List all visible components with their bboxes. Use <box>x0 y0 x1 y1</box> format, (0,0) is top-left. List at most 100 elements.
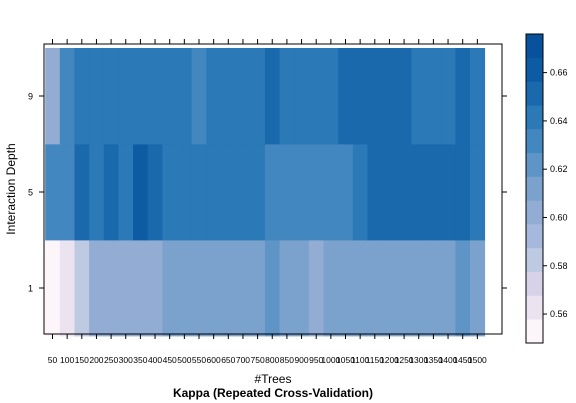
heatmap-cell <box>426 240 442 337</box>
heatmap-cell <box>45 48 61 145</box>
x-tick-label: 550 <box>192 355 206 365</box>
x-tick-label: 1150 <box>366 355 385 365</box>
x-tick-label: 500 <box>177 355 191 365</box>
colorbar-swatch <box>526 200 543 225</box>
heatmap-cell <box>235 48 251 145</box>
heatmap-cell <box>426 48 442 145</box>
colorbar-swatch <box>526 295 543 320</box>
x-tick-label: 850 <box>280 355 294 365</box>
heatmap-cell <box>455 144 471 241</box>
heatmap-cell <box>118 240 134 337</box>
heatmap-cell <box>294 240 310 337</box>
x-tick-label: 200 <box>89 355 103 365</box>
x-tick-label: 650 <box>221 355 235 365</box>
heatmap-cell <box>59 240 75 337</box>
heatmap-cell <box>411 144 427 241</box>
x-tick-label: 750 <box>251 355 265 365</box>
heatmap-cell <box>308 144 324 241</box>
heatmap-cell <box>367 240 383 337</box>
heatmap-cell <box>455 48 471 145</box>
heatmap-cell <box>396 240 412 337</box>
colorbar-tick-label: 0.58 <box>550 261 568 271</box>
heatmap-cell <box>440 144 456 241</box>
heatmap-cell <box>367 144 383 241</box>
x-tick-label: 900 <box>294 355 308 365</box>
heatmap-cell <box>455 240 471 337</box>
heatmap-cell <box>220 48 237 145</box>
x-tick-label: 800 <box>265 355 279 365</box>
heatmap-cell <box>147 48 163 145</box>
plot-panel <box>43 43 503 335</box>
heatmap-cell <box>396 144 412 241</box>
y-tick-label: 1 <box>28 284 33 294</box>
heatmap-cell <box>250 48 266 145</box>
x-tick-label: 1050 <box>336 355 355 365</box>
heatmap-cell <box>352 48 368 145</box>
colorbar-tick-label: 0.56 <box>550 309 568 319</box>
x-tick-label: 950 <box>309 355 323 365</box>
heatmap-cell <box>235 144 251 241</box>
x-tick-label: 1250 <box>395 355 414 365</box>
x-tick-label: 1200 <box>380 355 399 365</box>
heatmap-cell <box>411 48 427 145</box>
heatmap-cell <box>177 48 193 145</box>
x-tick-label: 150 <box>75 355 89 365</box>
x-tick-label: 1300 <box>409 355 428 365</box>
heatmap-cell <box>382 240 398 337</box>
colorbar-swatch <box>526 81 543 106</box>
heatmap-cell <box>162 48 178 145</box>
colorbar-swatch <box>526 224 543 249</box>
heatmap-cell <box>367 48 383 145</box>
heatmap-cell <box>45 240 61 337</box>
x-tick-label: 700 <box>236 355 250 365</box>
heatmap-cell <box>103 240 119 337</box>
heatmap-cell <box>279 240 295 337</box>
heatmap-cell <box>118 144 134 241</box>
colorbar-tick-label: 0.62 <box>550 164 568 174</box>
colorbar-swatch <box>526 105 543 130</box>
x-tick-label: 450 <box>163 355 177 365</box>
heatmap-cells <box>45 48 486 337</box>
heatmap-cell <box>264 48 280 145</box>
heatmap-cell <box>162 240 178 337</box>
heatmap-cell <box>338 48 354 145</box>
heatmap-cell <box>440 240 456 337</box>
colorbar-swatch <box>526 34 543 59</box>
heatmap-cell <box>74 48 90 145</box>
x-tick-label: 400 <box>148 355 162 365</box>
heatmap-cell <box>45 144 61 241</box>
heatmap-cell <box>162 144 178 241</box>
y-tick-label: 5 <box>28 188 33 198</box>
heatmap-cell <box>191 144 207 241</box>
heatmap-cell <box>382 48 398 145</box>
x-tick-label: 250 <box>104 355 118 365</box>
heatmap-cell <box>338 144 354 241</box>
colorbar-swatch <box>526 176 543 201</box>
x-tick-label: 1000 <box>321 355 340 365</box>
y-tick-label: 9 <box>28 92 33 102</box>
heatmap-cell <box>147 144 163 241</box>
heatmap-cell <box>411 240 427 337</box>
heatmap-cell <box>191 240 207 337</box>
heatmap-cell <box>206 240 222 337</box>
heatmap-cell <box>323 144 339 241</box>
colorbar-swatch <box>526 247 543 272</box>
x-tick-label: 350 <box>133 355 147 365</box>
heatmap-cell <box>352 240 368 337</box>
heatmap-cell <box>279 144 295 241</box>
heatmap-cell <box>220 240 237 337</box>
heatmap-cell <box>323 48 339 145</box>
heatmap-cell <box>118 48 134 145</box>
heatmap-cell <box>177 240 193 337</box>
heatmap-cell <box>470 240 486 337</box>
colorbar-tick-label: 0.60 <box>550 212 568 222</box>
heatmap-cell <box>294 144 310 241</box>
colorbar-tick-label: 0.66 <box>550 68 568 78</box>
heatmap-cell <box>191 48 207 145</box>
colorbar-swatch <box>526 57 543 82</box>
heatmap-cell <box>352 144 368 241</box>
heatmap-cell <box>235 240 251 337</box>
heatmap-cell <box>89 144 105 241</box>
heatmap-cell <box>206 144 222 241</box>
